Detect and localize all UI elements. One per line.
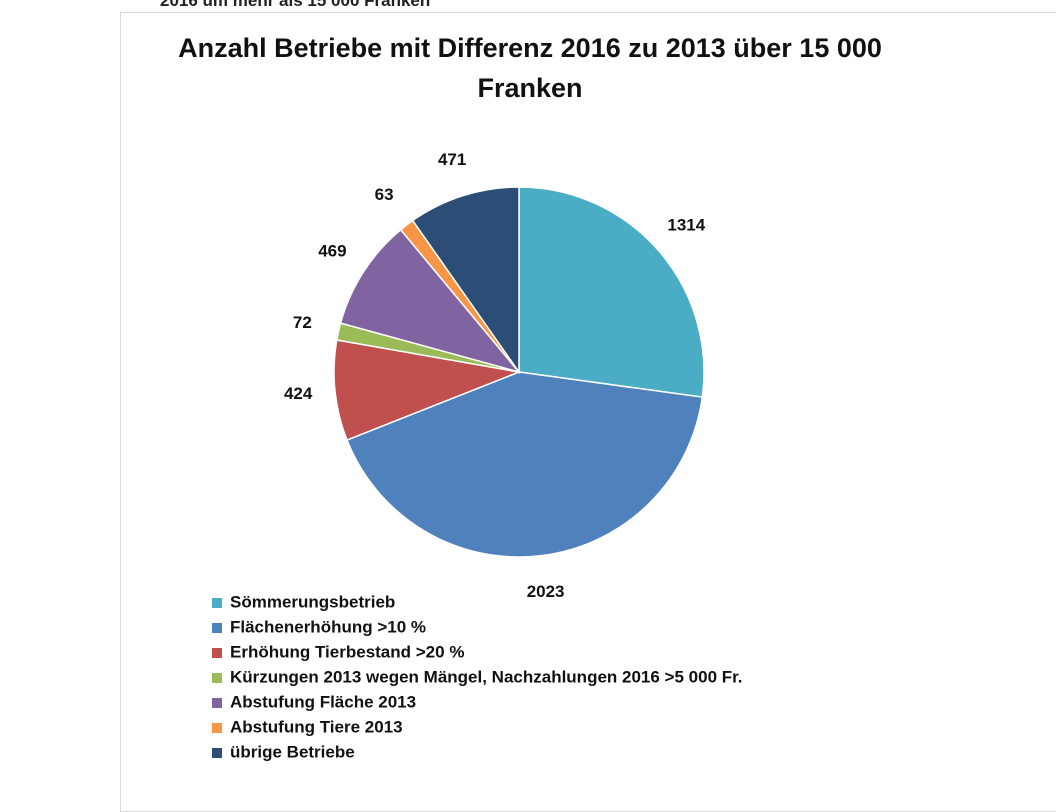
data-label: 469 [318,241,346,260]
legend-swatch [212,623,222,633]
legend-swatch [212,648,222,658]
legend-swatch [212,748,222,758]
legend-label: Erhöhung Tierbestand >20 % [230,642,464,661]
pie-slice [346,371,704,558]
data-label: 63 [375,185,394,204]
legend-label: Kürzungen 2013 wegen Mängel, Nachzahlung… [230,667,743,686]
legend-label: übrige Betriebe [230,742,355,761]
legend-swatch [212,598,222,608]
pie-slice [339,228,522,374]
pie-slice [333,339,522,442]
data-label: 1314 [667,216,705,235]
legend-label: Abstufung Fläche 2013 [230,692,416,711]
pie-slice [518,186,705,399]
data-label: 72 [293,313,312,332]
legend-swatch [212,723,222,733]
data-label: 471 [438,150,466,169]
legend-label: Abstufung Tiere 2013 [230,717,403,736]
legend-swatch [212,673,222,683]
chart-title: Anzahl Betriebe mit Differenz 2016 zu 20… [178,33,882,103]
pie-slice [411,186,520,375]
legend-swatch [212,698,222,708]
caption: 2016 um mehr als 15 000 Franken [160,0,431,10]
data-label: 424 [284,384,313,403]
legend-label: Flächenerhöhung >10 % [230,617,426,636]
legend-label: Sömmerungsbetrieb [230,592,395,611]
data-label: 2023 [527,582,565,601]
